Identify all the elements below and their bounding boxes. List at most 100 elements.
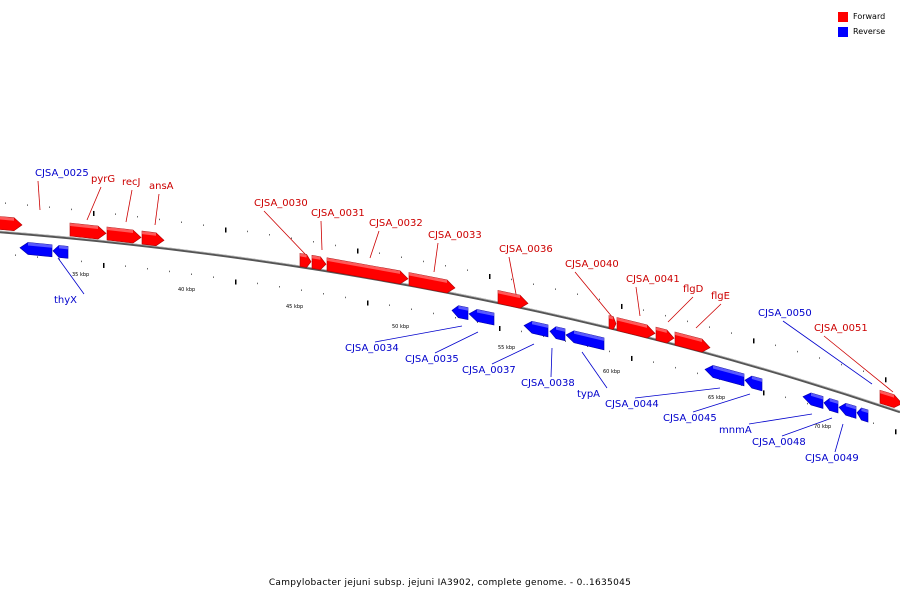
upper-tick bbox=[247, 230, 248, 233]
lower-tick bbox=[873, 422, 874, 425]
callout-line bbox=[667, 296, 694, 323]
reverse-gene-1 bbox=[451, 305, 469, 321]
upper-tick bbox=[819, 357, 820, 359]
lower-tick bbox=[697, 372, 698, 375]
reverse-gene-label: CJSA_0037 bbox=[462, 365, 516, 376]
upper-tick bbox=[665, 314, 666, 317]
callout-line bbox=[154, 193, 160, 226]
reverse-gene-extra bbox=[52, 245, 69, 259]
callout-line bbox=[550, 347, 553, 378]
upper-tick bbox=[797, 350, 798, 353]
reverse-gene-0 bbox=[19, 242, 53, 258]
reverse-gene-label: thyX bbox=[54, 295, 77, 306]
reverse-gene-11 bbox=[856, 407, 869, 423]
forward-gene-9 bbox=[608, 315, 617, 330]
callout-line bbox=[320, 220, 323, 251]
forward-gene-13 bbox=[879, 389, 900, 408]
upper-tick bbox=[489, 273, 491, 279]
gene-callouts bbox=[37, 180, 894, 453]
lower-tick bbox=[433, 312, 434, 315]
forward-gene-label: CJSA_0025 bbox=[35, 168, 89, 179]
forward-gene-12 bbox=[674, 331, 711, 353]
legend-label-forward: Forward bbox=[853, 12, 886, 21]
forward-gene-10 bbox=[616, 317, 656, 339]
forward-gene-label: CJSA_0041 bbox=[626, 274, 680, 285]
forward-gene-1 bbox=[69, 222, 107, 240]
lower-tick bbox=[59, 258, 60, 260]
callout-line bbox=[834, 423, 844, 453]
forward-gene-5 bbox=[311, 254, 327, 271]
callout-line bbox=[491, 343, 535, 365]
upper-tick bbox=[753, 338, 755, 344]
lower-tick bbox=[235, 279, 237, 285]
scale-label: 65 kbp bbox=[708, 395, 725, 401]
reverse-gene-label: CJSA_0044 bbox=[605, 399, 659, 410]
upper-tick bbox=[885, 377, 887, 383]
forward-gene-7 bbox=[408, 272, 456, 294]
upper-tick bbox=[71, 208, 72, 211]
forward-gene-label: pyrG bbox=[91, 174, 115, 185]
callout-line bbox=[57, 257, 85, 295]
reverse-swatch bbox=[838, 26, 848, 37]
lower-tick bbox=[279, 286, 280, 288]
legend: Forward Reverse bbox=[838, 9, 885, 39]
reverse-gene-8 bbox=[802, 392, 824, 409]
forward-gene-label: recJ bbox=[122, 177, 141, 188]
lower-tick bbox=[411, 308, 412, 311]
forward-gene-3 bbox=[141, 230, 165, 247]
upper-tick bbox=[5, 202, 6, 204]
lower-tick bbox=[345, 296, 346, 299]
callout-line bbox=[823, 335, 894, 393]
forward-swatch bbox=[838, 11, 848, 22]
reverse-gene-2 bbox=[468, 309, 495, 326]
lower-tick bbox=[125, 265, 126, 267]
lower-tick bbox=[675, 366, 676, 369]
upper-tick bbox=[27, 204, 28, 206]
lower-tick bbox=[499, 325, 501, 331]
forward-gene-4 bbox=[299, 253, 312, 268]
forward-gene-label: CJSA_0033 bbox=[428, 230, 482, 241]
reverse-gene-5 bbox=[565, 330, 605, 351]
reverse-gene-label: CJSA_0035 bbox=[405, 354, 459, 365]
upper-tick bbox=[555, 288, 556, 290]
upper-tick bbox=[841, 363, 842, 366]
forward-gene-label: CJSA_0051 bbox=[814, 323, 868, 334]
callout-line bbox=[37, 180, 41, 211]
callout-line bbox=[86, 186, 102, 221]
tick-marks bbox=[5, 202, 897, 435]
lower-tick bbox=[477, 321, 478, 323]
callout-line bbox=[434, 331, 479, 354]
forward-gene-8 bbox=[497, 290, 529, 309]
lower-tick bbox=[15, 254, 16, 256]
forward-gene-11 bbox=[655, 326, 675, 344]
forward-gene-label: CJSA_0036 bbox=[499, 244, 553, 255]
legend-item-reverse: Reverse bbox=[838, 24, 885, 39]
scale-label: 50 kbp bbox=[392, 324, 409, 330]
lower-tick bbox=[631, 355, 633, 361]
lower-tick bbox=[763, 390, 765, 396]
upper-tick bbox=[181, 221, 182, 223]
scale-label: 35 kbp bbox=[72, 272, 89, 278]
lower-tick bbox=[103, 262, 105, 268]
callout-line bbox=[125, 189, 133, 223]
callout-line bbox=[369, 230, 380, 259]
lower-tick bbox=[543, 335, 544, 337]
upper-tick bbox=[379, 252, 380, 254]
forward-gene-label: flgE bbox=[711, 291, 730, 302]
lower-tick bbox=[455, 317, 456, 319]
lower-tick bbox=[213, 276, 214, 278]
upper-tick bbox=[445, 265, 446, 267]
callout-line bbox=[782, 320, 873, 385]
lower-tick bbox=[389, 304, 390, 306]
lower-tick bbox=[521, 330, 522, 333]
scale-labels: 35 kbp 40 kbp 45 kbp 50 kbp 55 kbp 60 kbp 65 k… bbox=[72, 272, 831, 430]
reverse-gene-label: CJSA_0048 bbox=[752, 437, 806, 448]
callout-line bbox=[748, 413, 813, 425]
forward-gene-label: CJSA_0031 bbox=[311, 208, 365, 219]
upper-tick bbox=[577, 293, 578, 295]
callout-line bbox=[692, 393, 751, 413]
scale-label: 40 kbp bbox=[178, 287, 195, 293]
lower-tick bbox=[191, 273, 192, 275]
lower-tick bbox=[37, 256, 38, 258]
